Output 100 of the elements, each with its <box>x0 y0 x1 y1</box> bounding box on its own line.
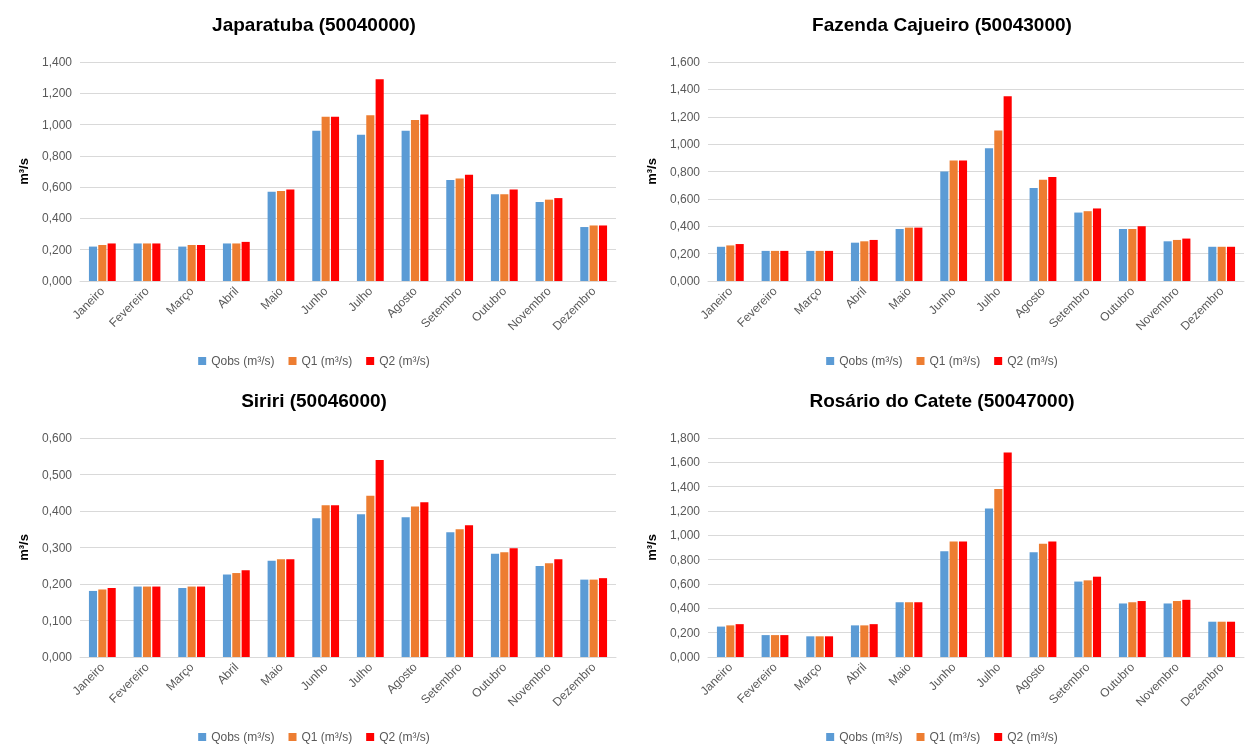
legend-label: Qobs (m³/s) <box>211 354 275 368</box>
legend-label: Qobs (m³/s) <box>839 354 903 368</box>
bar <box>940 551 949 657</box>
bar <box>869 239 878 281</box>
bar <box>589 225 598 281</box>
bar <box>500 194 509 281</box>
y-tick-label: 0,000 <box>41 274 73 288</box>
bar <box>1208 621 1217 657</box>
y-tick-label: 1,000 <box>669 137 701 152</box>
bar <box>1128 228 1137 281</box>
bar <box>133 586 142 657</box>
bar <box>241 241 250 281</box>
bar <box>187 245 196 281</box>
bar <box>1083 211 1092 281</box>
bar <box>780 635 789 657</box>
chart-title: Rosário do Catete (50047000) <box>809 390 1075 411</box>
bar <box>196 586 206 657</box>
bar <box>1137 226 1146 281</box>
bar <box>1208 246 1217 281</box>
bar <box>598 225 608 281</box>
bar <box>446 532 455 657</box>
bar <box>375 79 384 281</box>
bar <box>330 505 340 657</box>
bar <box>770 635 780 657</box>
bar <box>410 119 420 281</box>
bar <box>98 589 107 657</box>
bar <box>940 171 949 281</box>
bar <box>1217 621 1226 657</box>
y-axis-title: m³/s <box>16 534 31 561</box>
bar <box>232 243 241 281</box>
bar <box>726 245 735 281</box>
bar <box>815 636 824 657</box>
bar <box>455 529 464 657</box>
y-axis-title: m³/s <box>644 158 659 185</box>
y-tick-label: 0,400 <box>41 211 73 226</box>
bar <box>598 578 608 657</box>
y-tick-label: 0,200 <box>41 242 73 257</box>
bar <box>222 243 232 281</box>
bar <box>1172 601 1182 657</box>
bar <box>1226 246 1236 281</box>
y-tick-label: 0,600 <box>41 431 73 445</box>
y-tick-label: 0,200 <box>41 577 73 591</box>
bar <box>142 243 152 281</box>
bar <box>241 570 250 657</box>
bar <box>509 548 518 657</box>
y-tick-label: 1,400 <box>669 82 701 97</box>
bar <box>589 579 598 657</box>
y-tick-label: 1,400 <box>669 479 701 494</box>
bar <box>949 160 958 281</box>
y-tick-label: 0,600 <box>41 180 73 195</box>
bar <box>869 624 878 657</box>
legend-label: Q1 (m³/s) <box>301 354 353 368</box>
bar <box>1038 543 1048 657</box>
chart-title: Japaratuba (50040000) <box>212 14 416 35</box>
legend-label: Q1 (m³/s) <box>929 354 981 368</box>
bar <box>509 189 518 281</box>
y-tick-label: 0,100 <box>41 613 73 628</box>
bar <box>1074 581 1083 657</box>
y-tick-label: 1,600 <box>669 455 701 470</box>
y-tick-label: 0,400 <box>669 219 701 234</box>
bar <box>949 541 958 657</box>
bar <box>1003 452 1012 657</box>
bar <box>726 625 735 657</box>
bar <box>535 566 544 657</box>
bar <box>286 189 295 281</box>
bar <box>761 250 770 281</box>
y-axis-title: m³/s <box>16 158 31 185</box>
bar <box>735 624 744 657</box>
bar <box>904 227 914 281</box>
bar <box>914 227 923 281</box>
bar <box>356 134 366 281</box>
bar <box>895 228 904 281</box>
legend-label: Q2 (m³/s) <box>1007 354 1058 368</box>
bar <box>276 559 286 657</box>
y-tick-label: 1,600 <box>669 55 701 69</box>
y-tick-label: 0,400 <box>669 601 701 616</box>
bar <box>806 636 815 657</box>
y-tick-label: 0,800 <box>41 148 73 163</box>
bar <box>1172 239 1182 281</box>
bar <box>1128 602 1137 657</box>
bar <box>984 508 994 657</box>
bar <box>735 244 744 281</box>
bar <box>366 495 375 657</box>
bar <box>824 636 834 657</box>
bar <box>1163 241 1172 281</box>
y-tick-label: 1,400 <box>41 55 73 69</box>
chart-title: Fazenda Cajueiro (50043000) <box>812 14 1072 35</box>
bar <box>984 148 994 281</box>
bar <box>464 525 474 657</box>
y-tick-label: 1,200 <box>41 86 73 101</box>
bar <box>1029 552 1038 657</box>
bar <box>1118 603 1128 657</box>
bar <box>544 199 554 281</box>
bar <box>1092 576 1102 657</box>
y-tick-label: 0,500 <box>41 467 73 482</box>
bar <box>178 246 187 281</box>
bar <box>1074 212 1083 281</box>
bar <box>312 130 321 281</box>
bar <box>267 560 276 657</box>
bar <box>1003 96 1012 281</box>
